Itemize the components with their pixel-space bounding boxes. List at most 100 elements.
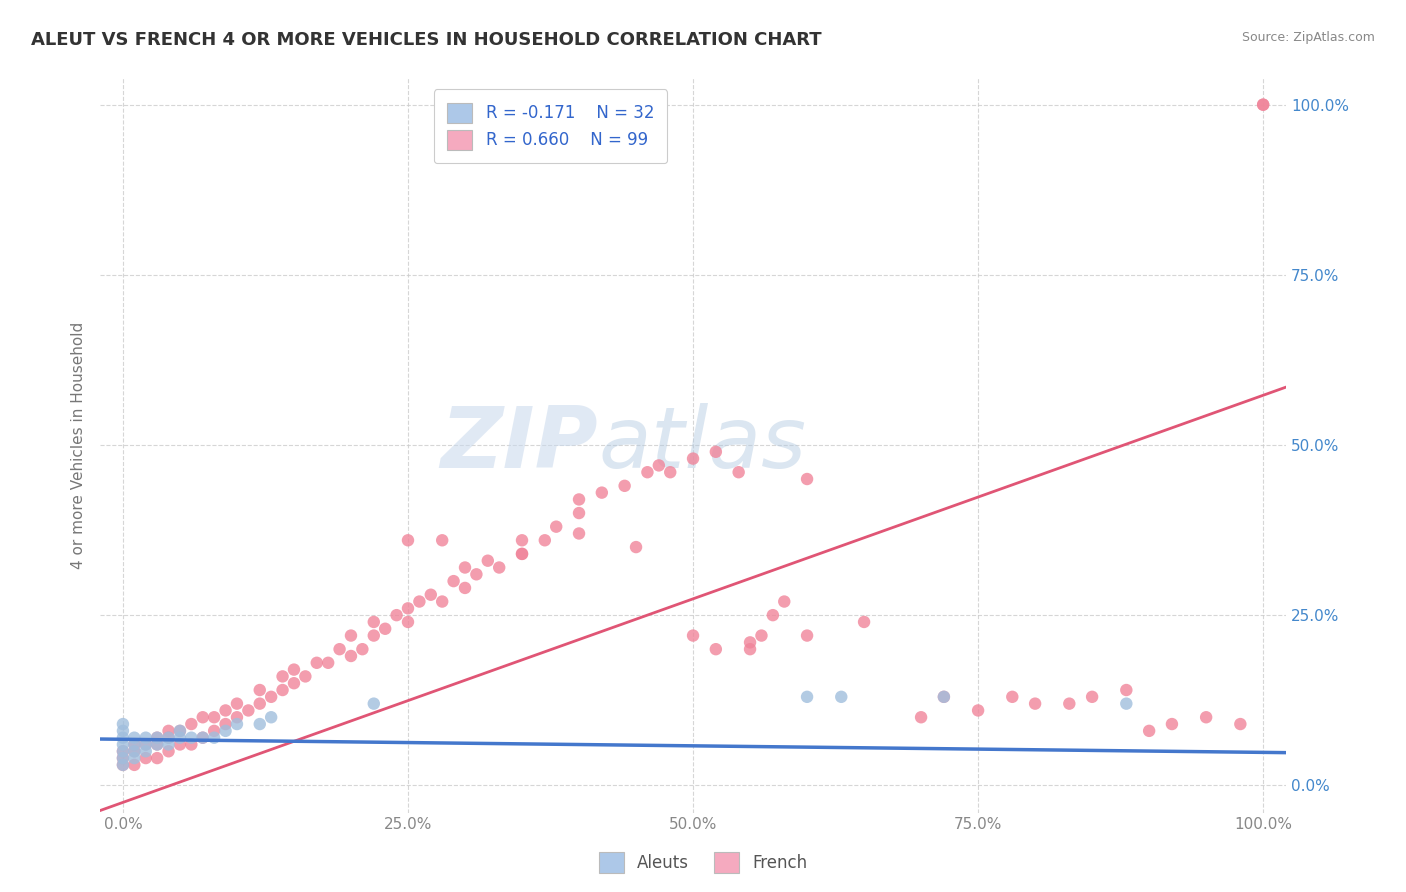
Point [214, 703, 236, 717]
Point [796, 690, 818, 704]
Point [932, 690, 955, 704]
Point [157, 723, 180, 738]
Point [396, 601, 419, 615]
Point [124, 738, 146, 752]
Point [111, 758, 134, 772]
Point [830, 690, 852, 704]
Point [419, 588, 441, 602]
Point [704, 642, 727, 657]
Point [214, 717, 236, 731]
Point [135, 731, 157, 745]
Point [111, 717, 134, 731]
Point [910, 710, 932, 724]
Point [260, 710, 283, 724]
Point [352, 642, 374, 657]
Point [214, 723, 236, 738]
Point [135, 738, 157, 752]
Point [648, 458, 671, 473]
Point [180, 731, 202, 745]
Point [135, 751, 157, 765]
Point [124, 744, 146, 758]
Point [1251, 97, 1274, 112]
Point [510, 547, 533, 561]
Point [124, 751, 146, 765]
Point [454, 581, 477, 595]
Point [157, 731, 180, 745]
Point [169, 738, 191, 752]
Point [773, 594, 796, 608]
Point [191, 731, 214, 745]
Y-axis label: 4 or more Vehicles in Household: 4 or more Vehicles in Household [72, 321, 86, 568]
Point [738, 642, 761, 657]
Point [1081, 690, 1104, 704]
Point [202, 723, 225, 738]
Point [294, 669, 316, 683]
Point [1229, 717, 1251, 731]
Point [146, 731, 169, 745]
Point [682, 629, 704, 643]
Point [111, 744, 134, 758]
Point [1059, 697, 1081, 711]
Point [124, 731, 146, 745]
Point [124, 738, 146, 752]
Point [568, 526, 591, 541]
Text: atlas: atlas [598, 403, 806, 486]
Point [169, 731, 191, 745]
Point [226, 710, 249, 724]
Point [432, 533, 454, 548]
Point [385, 608, 408, 623]
Text: ALEUT VS FRENCH 4 OR MORE VEHICLES IN HOUSEHOLD CORRELATION CHART: ALEUT VS FRENCH 4 OR MORE VEHICLES IN HO… [31, 31, 821, 49]
Point [124, 744, 146, 758]
Point [135, 738, 157, 752]
Point [135, 744, 157, 758]
Point [146, 738, 169, 752]
Point [443, 574, 465, 588]
Text: Source: ZipAtlas.com: Source: ZipAtlas.com [1241, 31, 1375, 45]
Point [510, 533, 533, 548]
Point [202, 731, 225, 745]
Point [1251, 97, 1274, 112]
Point [533, 533, 555, 548]
Point [249, 717, 271, 731]
Point [465, 567, 488, 582]
Point [191, 710, 214, 724]
Text: ZIP: ZIP [440, 403, 598, 486]
Point [454, 560, 477, 574]
Point [568, 492, 591, 507]
Point [124, 758, 146, 772]
Point [477, 554, 499, 568]
Point [762, 608, 785, 623]
Point [636, 465, 658, 479]
Point [329, 642, 352, 657]
Point [682, 451, 704, 466]
Point [180, 717, 202, 731]
Point [1115, 683, 1137, 698]
Point [111, 744, 134, 758]
Point [363, 697, 385, 711]
Point [226, 717, 249, 731]
Point [591, 485, 613, 500]
Point [396, 615, 419, 629]
Point [1001, 690, 1024, 704]
Point [488, 560, 510, 574]
Point [226, 697, 249, 711]
Point [111, 751, 134, 765]
Point [340, 648, 363, 663]
Point [624, 540, 647, 554]
Point [157, 744, 180, 758]
Point [157, 731, 180, 745]
Point [727, 465, 749, 479]
Point [1115, 697, 1137, 711]
Point [1195, 710, 1218, 724]
Point [396, 533, 419, 548]
Point [305, 656, 328, 670]
Legend: R = -0.171    N = 32, R = 0.660    N = 99: R = -0.171 N = 32, R = 0.660 N = 99 [434, 89, 668, 163]
Point [111, 751, 134, 765]
Point [796, 472, 818, 486]
Point [111, 731, 134, 745]
Point [546, 519, 568, 533]
Point [146, 731, 169, 745]
Point [249, 683, 271, 698]
Legend: Aleuts, French: Aleuts, French [592, 846, 814, 880]
Point [283, 676, 305, 690]
